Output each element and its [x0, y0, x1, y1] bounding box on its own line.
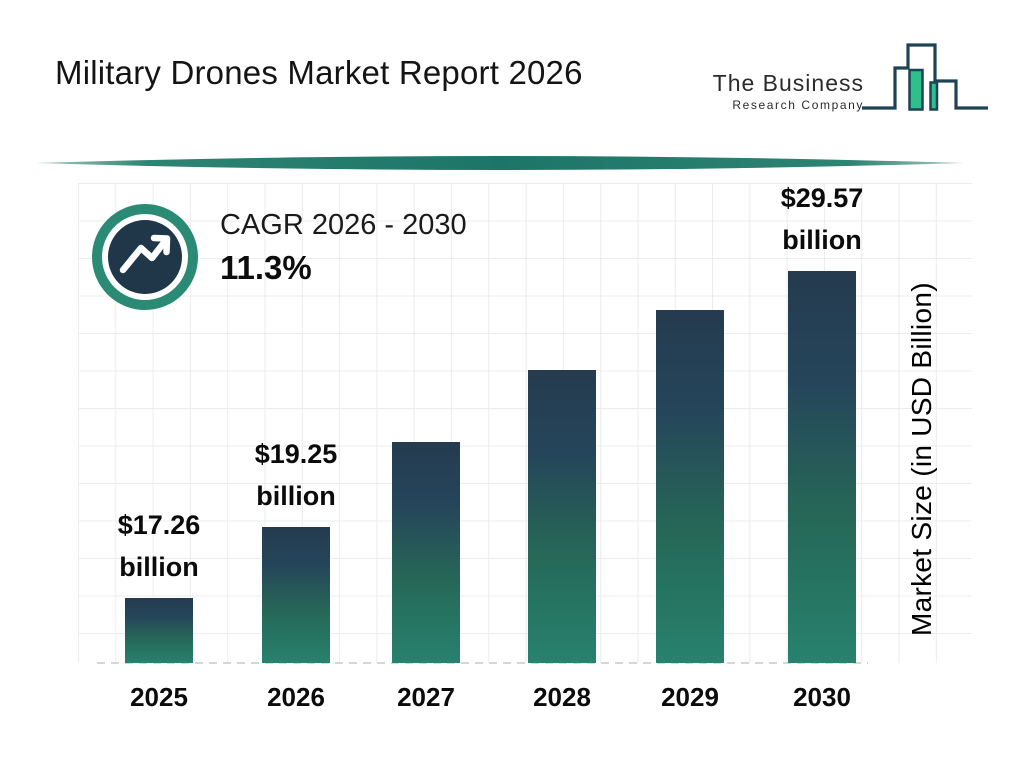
x-axis-label-2030: 2030 — [793, 682, 851, 712]
bar-value-amount: $29.57 — [780, 183, 864, 213]
bar-2029 — [656, 310, 724, 663]
bar-value-amount: $19.25 — [254, 439, 338, 469]
x-axis-label-2028: 2028 — [533, 682, 591, 712]
trend-up-icon — [92, 204, 198, 310]
cagr-value: 11.3% — [220, 249, 312, 286]
cagr-label: CAGR 2026 - 2030 — [220, 209, 467, 241]
x-axis-label-2026: 2026 — [267, 682, 325, 712]
bar-value-unit: billion — [256, 481, 336, 511]
cagr-badge: CAGR 2026 - 2030 11.3% — [92, 204, 467, 310]
divider-line — [36, 156, 964, 170]
x-axis-label-2025: 2025 — [130, 682, 188, 712]
cagr-text: CAGR 2026 - 2030 11.3% — [220, 204, 467, 287]
y-axis-title: Market Size (in USD Billion) — [906, 282, 937, 636]
bar-2027 — [392, 442, 460, 663]
bar-2026 — [262, 527, 330, 663]
bar-skyline-logo-icon — [862, 43, 988, 111]
company-logo-text: The Business Research Company — [713, 70, 864, 112]
x-axis-label-2027: 2027 — [397, 682, 455, 712]
bar-value-label-2025: $17.26 billion — [69, 504, 249, 588]
bar-2025 — [125, 598, 193, 663]
company-logo: The Business Research Company — [713, 38, 988, 118]
logo-name: The Business — [712, 70, 864, 96]
x-axis-label-2029: 2029 — [661, 682, 719, 712]
logo-subname: Research Company — [732, 98, 864, 112]
bar-value-amount: $17.26 — [117, 510, 201, 540]
bar-value-label-2026: $19.25 billion — [206, 433, 386, 517]
bar-value-unit: billion — [782, 225, 862, 255]
bar-2028 — [528, 370, 596, 663]
bar-value-unit: billion — [119, 552, 199, 582]
page-title: Military Drones Market Report 2026 — [55, 54, 583, 91]
bar-2030 — [788, 271, 856, 663]
x-axis-baseline — [97, 662, 868, 664]
bar-value-label-2030: $29.57 billion — [732, 177, 912, 261]
